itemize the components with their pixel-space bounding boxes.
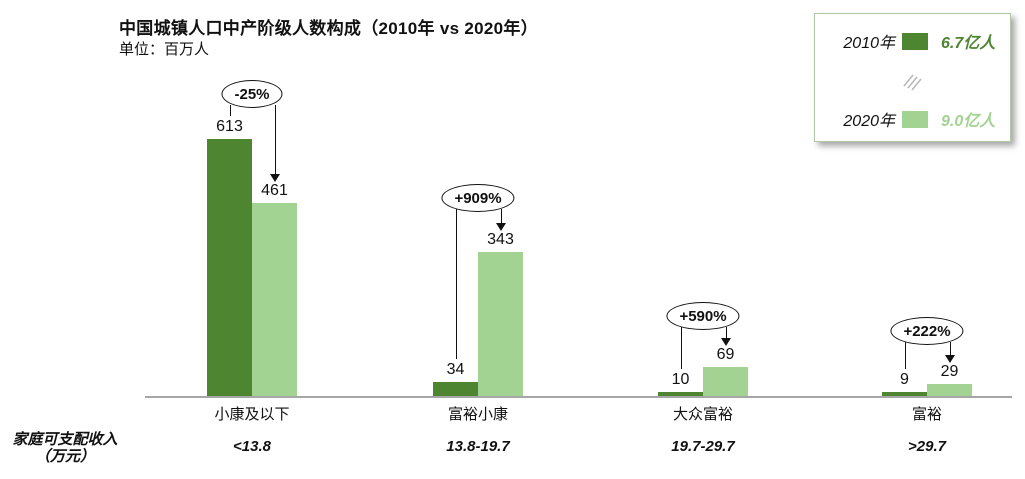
change-oval: +909% (441, 184, 515, 212)
category-label: 小康及以下 (214, 406, 290, 423)
bar-2010 (882, 392, 927, 396)
x-axis-line (145, 396, 1012, 398)
category-label: 富裕 (911, 406, 942, 423)
legend-total-2010: 6.7亿人 (941, 35, 996, 52)
income-range-label: 13.8-19.7 (446, 438, 510, 455)
legend-row-2010: 2010年 6.7亿人 (815, 30, 1010, 52)
bar-value-label-2020: 29 (940, 362, 959, 380)
arrow-line (500, 209, 502, 224)
connector-line (680, 327, 682, 369)
legend-total-2020: 9.0亿人 (941, 113, 996, 130)
bar-2020 (927, 383, 972, 396)
income-axis-label: 家庭可支配收入 （万元） (2, 431, 128, 465)
legend-year-2010-label: 2010年 (843, 35, 895, 52)
legend-swatch-2020 (902, 110, 928, 128)
bar-2020 (703, 367, 748, 396)
arrow-line (949, 342, 951, 355)
change-oval: +590% (666, 302, 740, 330)
income-axis-label-line1: 家庭可支配收入 (12, 431, 118, 448)
arrow-line (725, 327, 727, 339)
legend: 2010年 6.7亿人 2020年 9.0亿人 (814, 13, 1011, 142)
category-label: 大众富裕 (672, 406, 733, 423)
bar-2020 (252, 202, 297, 396)
arrow-head-icon (721, 338, 732, 347)
category-label: 富裕小康 (447, 406, 508, 423)
arrow-head-icon (496, 223, 507, 232)
legend-row-2020: 2020年 9.0亿人 (815, 108, 1010, 130)
diagonal-hatch-icon (903, 74, 922, 91)
change-oval: -25% (221, 80, 283, 108)
income-axis-label-line2: （万元） (34, 448, 95, 465)
bar-2010 (658, 391, 703, 396)
chart-unit-label: 单位：百万人 (119, 41, 210, 58)
arrow-head-icon (270, 173, 281, 182)
change-oval: +222% (890, 317, 964, 345)
income-range-label: >29.7 (908, 438, 946, 455)
bar-value-label-2020: 461 (261, 181, 288, 199)
bar-value-label-2010: 10 (671, 370, 690, 388)
bar-2010 (207, 139, 252, 396)
bar-2010 (433, 381, 478, 396)
bar-value-label-2010: 613 (216, 118, 243, 136)
arrow-line (274, 105, 276, 174)
arrow-head-icon (945, 354, 956, 363)
bar-value-label-2010: 9 (900, 371, 909, 389)
connector-line (904, 342, 906, 370)
connector-line (229, 105, 231, 117)
connector-line (455, 209, 457, 359)
income-range-label: <13.8 (233, 438, 271, 455)
bar-2020 (478, 252, 523, 396)
bar-value-label-2010: 34 (446, 360, 465, 378)
legend-swatch-2010 (902, 32, 928, 50)
chart-title: 中国城镇人口中产阶级人数构成（2010年 vs 2020年） (119, 19, 538, 38)
bar-value-label-2020: 69 (716, 346, 735, 364)
income-range-label: 19.7-29.7 (671, 438, 735, 455)
bar-value-label-2020: 343 (487, 231, 514, 249)
legend-year-2020-label: 2020年 (843, 113, 895, 130)
